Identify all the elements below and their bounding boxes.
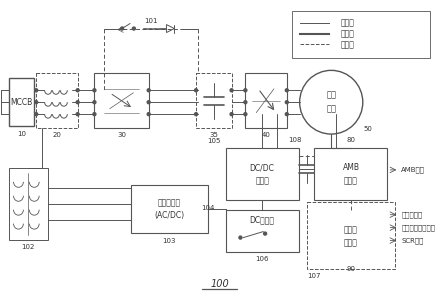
Circle shape (285, 89, 288, 92)
Circle shape (244, 113, 247, 116)
Text: 20: 20 (52, 132, 61, 138)
Text: 90: 90 (346, 266, 356, 272)
Text: DC继电器: DC继电器 (250, 215, 275, 224)
Circle shape (93, 101, 96, 104)
Circle shape (76, 113, 79, 116)
Text: 30: 30 (117, 132, 126, 138)
Circle shape (35, 101, 38, 104)
Text: 103: 103 (163, 238, 176, 244)
Text: MCCB: MCCB (10, 98, 32, 107)
Text: 控制器: 控制器 (344, 238, 358, 247)
Text: 逆变器控制: 逆变器控制 (401, 211, 423, 218)
Text: 马达初始充电控制: 马达初始充电控制 (401, 224, 435, 231)
Circle shape (285, 113, 288, 116)
Bar (131, 185, 208, 233)
Text: 80: 80 (346, 137, 356, 143)
Text: 50: 50 (363, 126, 372, 132)
Text: 辅助电路部: 辅助电路部 (158, 198, 181, 207)
Text: 108: 108 (288, 137, 301, 143)
Text: 100: 100 (210, 279, 229, 289)
Text: 105: 105 (207, 138, 221, 144)
Bar (8, 168, 48, 239)
Bar (314, 210, 388, 261)
Text: 逆变器: 逆变器 (344, 225, 358, 234)
Text: 106: 106 (255, 256, 269, 263)
Text: 10: 10 (17, 131, 26, 137)
Circle shape (132, 27, 135, 30)
Bar (36, 73, 78, 128)
Text: 107: 107 (308, 274, 321, 279)
Bar (306, 202, 395, 269)
Text: 通信线: 通信线 (341, 40, 355, 49)
Text: 电源线: 电源线 (341, 18, 355, 27)
Circle shape (194, 89, 198, 92)
Bar (226, 148, 299, 200)
Circle shape (76, 101, 79, 104)
Text: 104: 104 (201, 205, 214, 211)
Bar (226, 210, 299, 252)
Circle shape (147, 113, 150, 116)
Circle shape (244, 89, 247, 92)
Text: 控制器: 控制器 (344, 176, 358, 185)
Bar (196, 73, 232, 128)
Text: 三相: 三相 (326, 91, 336, 100)
Circle shape (147, 89, 150, 92)
Bar (95, 73, 149, 128)
Bar (314, 148, 388, 200)
Text: 35: 35 (210, 132, 218, 138)
Circle shape (230, 89, 233, 92)
Text: AMB控制: AMB控制 (401, 167, 425, 173)
Circle shape (194, 113, 198, 116)
Circle shape (93, 113, 96, 116)
Circle shape (76, 89, 79, 92)
Text: 马达: 马达 (326, 105, 336, 114)
Circle shape (147, 101, 150, 104)
Text: 转换器: 转换器 (255, 176, 269, 185)
Circle shape (285, 101, 288, 104)
Text: DC/DC: DC/DC (250, 163, 274, 172)
Circle shape (93, 89, 96, 92)
Circle shape (35, 113, 38, 116)
Text: AMB: AMB (342, 163, 360, 172)
Circle shape (264, 232, 266, 235)
Text: 101: 101 (144, 17, 158, 24)
Circle shape (35, 89, 38, 92)
Circle shape (239, 236, 242, 239)
Circle shape (121, 27, 123, 30)
Bar (8, 78, 34, 126)
Circle shape (230, 113, 233, 116)
Circle shape (244, 101, 247, 104)
Text: 40: 40 (262, 132, 270, 138)
Bar (292, 11, 430, 58)
Bar (246, 73, 287, 128)
Text: (AC/DC): (AC/DC) (155, 211, 184, 220)
Text: SCR控制: SCR控制 (401, 237, 424, 244)
Text: 102: 102 (22, 244, 35, 250)
Text: 控制线: 控制线 (341, 29, 355, 38)
